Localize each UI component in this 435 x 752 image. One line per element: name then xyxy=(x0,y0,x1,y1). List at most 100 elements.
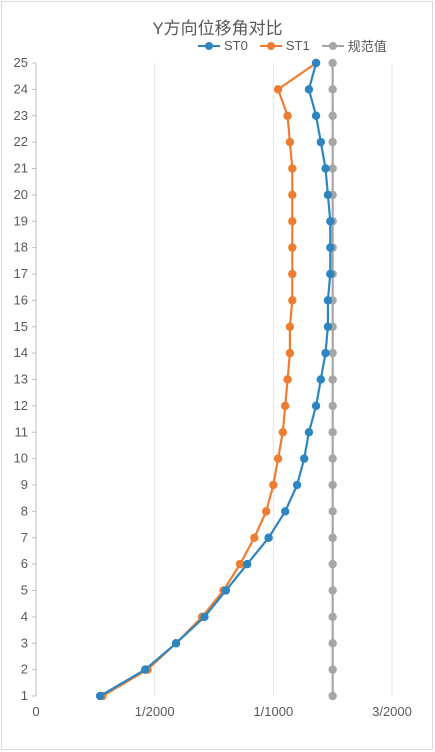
series-3-point xyxy=(328,137,337,147)
y-tick-label: 15 xyxy=(14,319,28,334)
series-1-point xyxy=(304,85,314,94)
x-tick-label: 0 xyxy=(32,704,39,719)
series-3-point xyxy=(328,85,337,94)
series-3-point xyxy=(328,480,337,490)
y-tick-label: 12 xyxy=(14,398,28,413)
series-1-point xyxy=(323,296,333,305)
series-1-point xyxy=(321,164,330,173)
series-1-point xyxy=(264,533,273,542)
series-1-point xyxy=(323,322,333,331)
series-1-point xyxy=(243,559,252,569)
legend-label: ST0 xyxy=(224,38,248,53)
x-tick-label: 3/2000 xyxy=(372,704,412,719)
y-tick-label: 14 xyxy=(14,345,28,360)
y-tick-label: 6 xyxy=(21,556,28,571)
series-1-point xyxy=(316,137,325,147)
series-2-point xyxy=(262,507,271,516)
series-1-point xyxy=(316,375,325,384)
series-1-point xyxy=(311,111,321,120)
series-2-point xyxy=(285,322,295,331)
series-1-point xyxy=(311,401,321,411)
legend-item: ST1 xyxy=(259,36,310,55)
series-3-point xyxy=(328,164,337,173)
series-3-point xyxy=(328,111,337,120)
y-tick-label: 21 xyxy=(14,161,28,176)
y-tick-label: 22 xyxy=(14,134,28,149)
series-1-point xyxy=(200,612,209,622)
series-1-point xyxy=(140,665,150,674)
series-3-point xyxy=(328,612,337,622)
series-2-point xyxy=(283,111,292,120)
series-2-point xyxy=(250,533,259,542)
series-1-point xyxy=(311,58,321,68)
y-tick-label: 2 xyxy=(21,662,28,677)
y-tick-label: 19 xyxy=(14,213,28,228)
series-3-point xyxy=(328,533,337,542)
y-tick-label: 16 xyxy=(14,292,28,307)
x-tick-label: 1/2000 xyxy=(135,704,175,719)
series-2-point xyxy=(288,269,297,279)
y-tick-label: 13 xyxy=(14,372,28,387)
series-3-point xyxy=(328,559,337,569)
legend-marker-icon xyxy=(259,41,282,51)
y-tick-label: 5 xyxy=(21,583,28,598)
series-2-point xyxy=(285,348,295,358)
series-2-point xyxy=(235,559,245,569)
series-3-point xyxy=(328,454,337,463)
series-2-point xyxy=(288,164,297,173)
series-2-point xyxy=(278,428,288,437)
chart-title: Y方向位移角对比 xyxy=(152,19,283,38)
series-1-point xyxy=(299,454,309,463)
y-tick-label: 24 xyxy=(14,81,28,96)
series-1-point xyxy=(95,691,105,701)
x-tick-label: 1/1000 xyxy=(253,704,293,719)
y-tick-label: 7 xyxy=(21,530,28,545)
series-2-point xyxy=(273,85,283,94)
series-3-point xyxy=(328,428,337,437)
legend-label: ST1 xyxy=(285,38,310,53)
legend: ST0 ST1 规范值 xyxy=(198,36,387,55)
y-tick-label: 23 xyxy=(14,108,28,123)
y-tick-label: 1 xyxy=(21,688,28,703)
series-3-point xyxy=(328,375,337,384)
series-3-point xyxy=(328,586,337,595)
y-tick-label: 18 xyxy=(14,240,28,255)
series-3-point xyxy=(328,665,337,674)
series-2-point xyxy=(288,243,297,252)
series-2-point xyxy=(273,454,283,463)
y-tick-label: 25 xyxy=(14,55,28,70)
series-3-point xyxy=(328,691,337,701)
y-tick-label: 17 xyxy=(14,266,28,281)
y-tick-label: 20 xyxy=(14,187,28,202)
series-1-point xyxy=(292,480,302,490)
series-1-point xyxy=(221,586,231,595)
legend-item: ST0 xyxy=(198,36,248,55)
series-3-point xyxy=(328,348,337,358)
series-2-point xyxy=(288,296,297,305)
legend-marker-icon xyxy=(321,41,344,51)
series-1-point xyxy=(326,269,335,279)
y-tick-label: 4 xyxy=(21,609,28,624)
series-2-point xyxy=(288,190,297,200)
series-1-point xyxy=(281,507,290,516)
y-tick-label: 10 xyxy=(14,451,28,466)
series-1-point xyxy=(321,348,330,358)
series-1-point xyxy=(326,217,335,226)
legend-marker-icon xyxy=(198,41,220,51)
series-2-point xyxy=(285,137,295,147)
series-1-point xyxy=(326,243,335,252)
series-3-point xyxy=(328,507,337,516)
series-3-point xyxy=(328,401,337,411)
y-tick-label: 3 xyxy=(21,635,28,650)
y-tick-label: 11 xyxy=(15,424,29,439)
legend-label: 规范值 xyxy=(347,39,387,54)
series-3-point xyxy=(328,639,337,648)
series-2-point xyxy=(283,375,292,384)
y-tick-label: 9 xyxy=(21,477,28,492)
series-2-point xyxy=(269,480,278,490)
y-tick-label: 8 xyxy=(21,503,28,518)
series-3-point xyxy=(328,58,337,68)
legend-item: 规范值 xyxy=(321,36,387,55)
